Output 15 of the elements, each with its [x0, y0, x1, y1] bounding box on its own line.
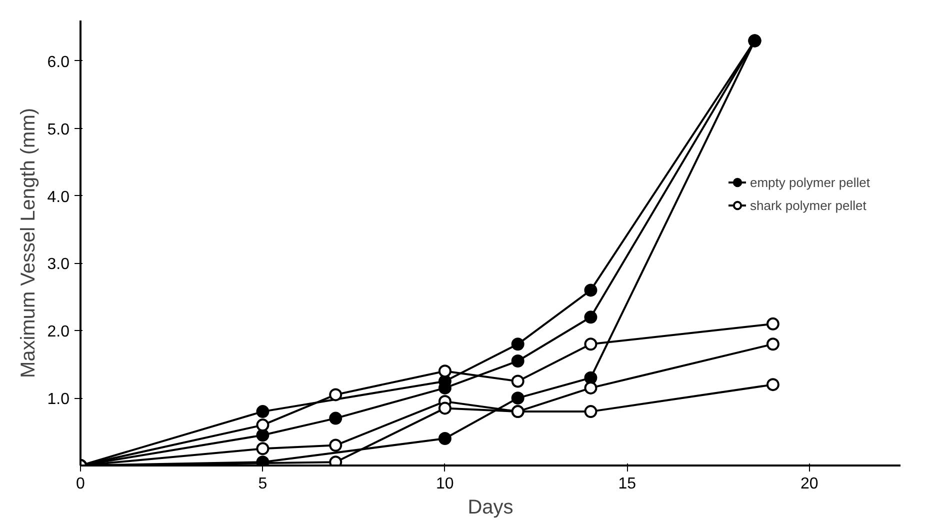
x-tick-label: 10: [436, 476, 454, 492]
y-tick-label: 3.0: [47, 256, 70, 274]
y-axis-title: Maximum Vessel Length (mm): [17, 108, 40, 378]
y-tick-label: 2.0: [47, 324, 70, 341]
legend-label: shark polymer pellet: [750, 198, 866, 212]
y-tick-label: 5.0: [47, 121, 70, 138]
y-tick-label: 4.0: [47, 188, 70, 206]
x-tick-label: 15: [618, 476, 636, 492]
legend-label: empty polymer pellet: [750, 174, 870, 190]
x-tick-label: 5: [258, 476, 268, 492]
y-tick-label: 1.0: [47, 391, 70, 408]
y-tick-label: 6.0: [47, 54, 70, 71]
x-axis-title: Days: [468, 496, 514, 518]
x-tick-label: 0: [76, 476, 86, 492]
x-tick-label: 20: [800, 476, 818, 492]
